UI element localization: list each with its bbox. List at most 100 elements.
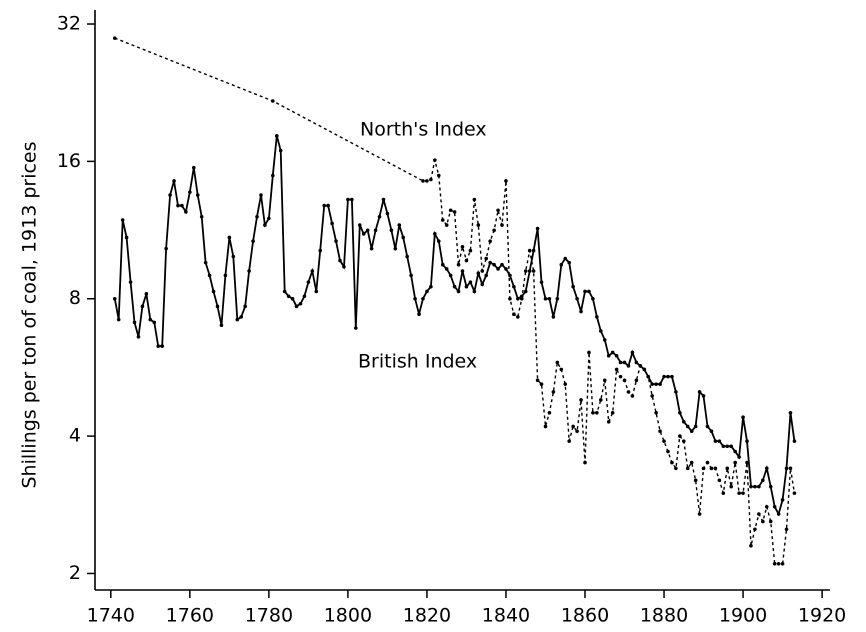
data-point	[689, 429, 694, 434]
data-point	[563, 256, 568, 261]
data-point	[464, 284, 469, 289]
data-point	[148, 317, 153, 322]
data-point	[725, 466, 730, 471]
data-point	[401, 235, 406, 240]
data-point	[737, 491, 741, 495]
data-point	[278, 148, 283, 153]
data-point	[678, 410, 682, 415]
data-point	[215, 304, 220, 309]
x-tick-label: 1900	[719, 605, 767, 627]
data-point	[247, 269, 251, 273]
data-point	[729, 484, 734, 489]
data-point	[429, 177, 433, 182]
data-point	[693, 424, 698, 429]
data-point	[492, 262, 496, 267]
x-tick-label: 1740	[87, 605, 135, 627]
data-point	[373, 228, 378, 233]
data-point	[650, 394, 654, 398]
data-point	[784, 527, 789, 532]
data-point	[559, 367, 564, 372]
y-tick-label: 8	[69, 287, 81, 309]
data-point	[456, 262, 461, 267]
data-point	[523, 269, 528, 273]
data-point	[642, 367, 647, 372]
data-point	[444, 223, 449, 227]
data-point	[504, 267, 508, 271]
data-point	[555, 296, 560, 301]
data-point	[472, 197, 477, 202]
series-label: North's Index	[360, 119, 487, 141]
data-point	[587, 289, 591, 294]
data-point	[764, 466, 769, 471]
x-tick-label: 1820	[403, 605, 451, 627]
data-point	[421, 296, 425, 301]
data-point	[606, 419, 611, 424]
data-point	[516, 296, 520, 301]
data-point	[468, 280, 473, 284]
data-point	[488, 239, 492, 243]
data-point	[496, 267, 500, 271]
data-point	[235, 317, 240, 322]
data-point	[460, 269, 465, 273]
data-point	[543, 296, 548, 301]
data-point	[156, 344, 161, 348]
data-point	[243, 304, 247, 309]
data-point	[199, 214, 204, 219]
data-point	[452, 284, 457, 289]
data-point	[571, 284, 575, 289]
data-point	[282, 289, 287, 294]
data-point	[286, 294, 291, 299]
data-point	[413, 296, 417, 301]
data-point	[685, 424, 690, 429]
data-point	[140, 304, 145, 309]
data-point	[761, 478, 765, 483]
data-point	[761, 519, 765, 524]
data-point	[757, 484, 761, 489]
data-point	[429, 284, 433, 289]
data-point	[681, 439, 686, 443]
data-point	[658, 382, 662, 386]
data-point	[697, 390, 702, 394]
data-point	[579, 309, 583, 314]
data-point	[369, 246, 374, 251]
data-point	[425, 179, 429, 183]
data-point	[219, 323, 224, 328]
data-point	[334, 239, 338, 243]
data-point	[116, 317, 121, 322]
data-point	[583, 289, 587, 294]
data-point	[602, 378, 607, 383]
data-point	[160, 344, 164, 348]
data-point	[326, 203, 330, 208]
data-point	[164, 246, 168, 251]
data-point	[500, 262, 504, 267]
data-point	[768, 519, 773, 524]
data-point	[440, 218, 445, 222]
data-point	[705, 460, 710, 465]
data-point	[614, 353, 619, 358]
data-point	[745, 439, 749, 443]
x-tick-label: 1780	[245, 605, 293, 627]
data-point	[342, 264, 346, 269]
data-point	[575, 429, 579, 434]
data-point	[504, 179, 508, 183]
data-point	[658, 429, 662, 434]
data-point	[622, 360, 627, 365]
data-point	[310, 269, 315, 273]
data-point	[713, 466, 718, 471]
data-point	[251, 239, 255, 243]
data-point	[271, 99, 275, 103]
data-point	[176, 203, 180, 208]
data-point	[144, 292, 149, 296]
data-point	[207, 273, 212, 278]
x-tick-label: 1800	[324, 605, 372, 627]
data-point	[630, 350, 635, 355]
data-point	[749, 484, 753, 489]
data-point	[733, 460, 737, 465]
data-point	[772, 504, 777, 509]
data-point	[610, 410, 615, 415]
data-point	[575, 296, 579, 301]
data-point	[223, 273, 228, 278]
data-point	[361, 232, 366, 236]
data-point	[737, 455, 741, 459]
data-point	[681, 419, 686, 424]
